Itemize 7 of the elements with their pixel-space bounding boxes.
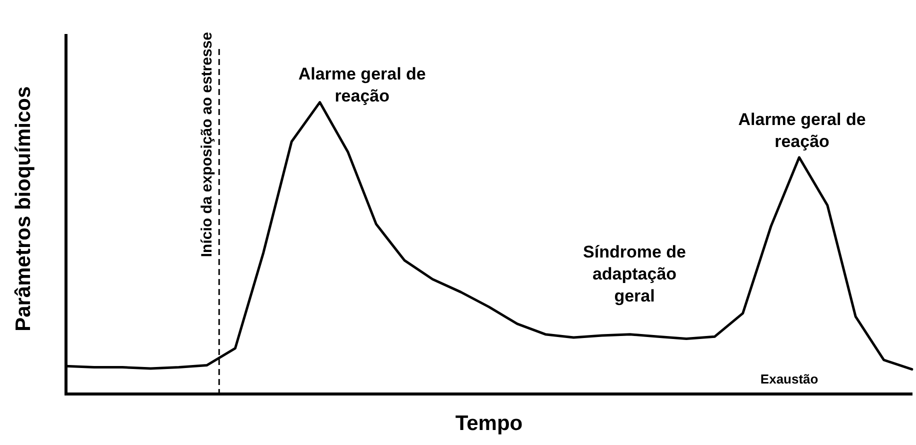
annotation: Exaustão bbox=[760, 371, 818, 386]
annotation: Síndrome de adaptação geral bbox=[583, 242, 686, 306]
x-axis-title: Tempo bbox=[455, 412, 523, 436]
annotation: Alarme geral de reação bbox=[738, 110, 866, 152]
text: Início da exposição ao estresse bbox=[198, 32, 216, 258]
y-axis-title: Parâmetros bioquímicos bbox=[12, 86, 35, 332]
annotation: Alarme geral de reação bbox=[298, 64, 426, 106]
